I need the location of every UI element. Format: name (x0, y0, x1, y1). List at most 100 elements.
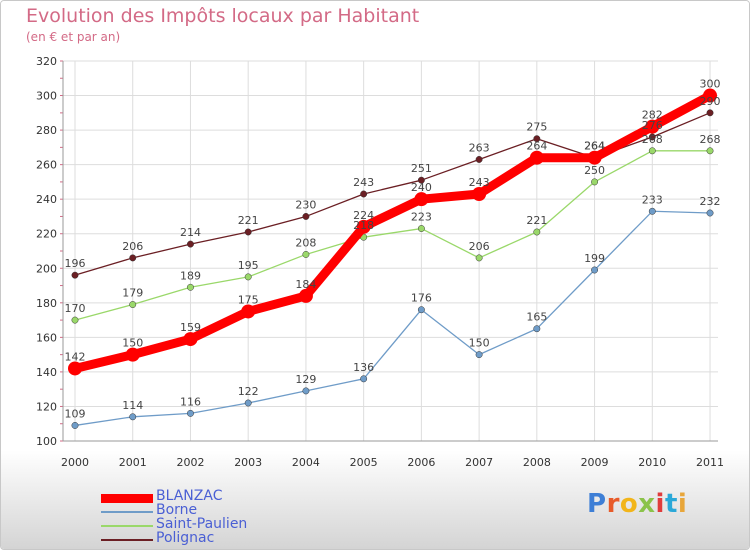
data-label: 195 (238, 259, 259, 272)
data-label: 199 (584, 252, 605, 265)
data-label: 233 (642, 193, 663, 206)
x-tick-label: 2004 (292, 456, 320, 469)
data-label: 184 (295, 278, 316, 291)
data-label: 264 (584, 140, 605, 153)
data-point (475, 156, 483, 163)
data-label: 282 (642, 109, 663, 122)
data-point (475, 351, 483, 359)
data-point (244, 273, 252, 281)
data-point (71, 316, 79, 324)
data-label: 159 (180, 321, 201, 334)
data-point (183, 332, 198, 347)
y-tick-label: 320 (36, 55, 57, 68)
data-point (529, 150, 544, 165)
data-label: 243 (469, 176, 490, 189)
y-tick-label: 180 (36, 297, 57, 310)
data-point (591, 178, 599, 186)
data-point (703, 88, 718, 103)
data-label: 230 (295, 198, 316, 211)
series-line-saint-paulien (74, 150, 711, 321)
y-tick-label: 300 (36, 90, 57, 103)
legend-swatch (101, 525, 153, 527)
data-label: 109 (65, 407, 86, 420)
data-label: 142 (65, 350, 86, 363)
data-point (360, 190, 368, 198)
data-label: 232 (700, 195, 721, 208)
data-point (187, 240, 194, 248)
x-tick-label: 2009 (581, 456, 609, 469)
data-point (68, 361, 82, 376)
logo-letter: r (606, 489, 620, 519)
data-point (71, 271, 79, 279)
data-label: 206 (469, 240, 490, 253)
data-label: 268 (700, 133, 721, 146)
data-point (356, 219, 371, 234)
data-label: 275 (526, 121, 547, 134)
data-point (533, 325, 541, 333)
x-tick-label: 2006 (407, 456, 435, 469)
data-point (302, 213, 310, 220)
logo-letter: x (638, 489, 656, 519)
data-point (71, 422, 79, 429)
x-tick-label: 2011 (696, 456, 724, 469)
legend-swatch (101, 493, 153, 503)
data-label: 196 (65, 257, 86, 270)
logo-letter: t (664, 489, 678, 519)
x-tick-label: 2001 (119, 456, 147, 469)
y-tick-label: 160 (36, 331, 57, 344)
data-label: 175 (238, 293, 259, 306)
data-label: 122 (238, 385, 259, 398)
data-label: 129 (295, 373, 316, 386)
legend-swatch (101, 539, 153, 541)
legend-label: Saint-Paulien (156, 516, 248, 532)
data-label: 223 (411, 211, 432, 224)
data-point (241, 304, 256, 319)
data-label: 251 (411, 162, 432, 175)
series-line-borne (74, 210, 711, 427)
x-tick-label: 2000 (61, 456, 89, 469)
y-tick-label: 240 (36, 193, 57, 206)
data-point (129, 301, 137, 308)
data-label: 264 (526, 140, 547, 153)
series-line-polignac (74, 112, 711, 276)
data-label: 114 (122, 399, 143, 412)
data-label: 240 (411, 181, 432, 194)
data-point (417, 306, 425, 314)
data-point (187, 409, 194, 417)
data-label: 179 (122, 287, 143, 300)
data-label: 264 (584, 140, 605, 153)
data-point (129, 254, 137, 262)
series-line-blanzac (70, 91, 715, 373)
x-tick-label: 2002 (176, 456, 204, 469)
data-label: 221 (526, 214, 547, 227)
data-label: 150 (122, 337, 143, 350)
data-label: 150 (469, 337, 490, 350)
x-tick-label: 2003 (234, 456, 262, 469)
data-point (129, 413, 137, 421)
data-label: 214 (180, 226, 201, 239)
legend-label: Borne (156, 502, 198, 518)
data-label: 208 (295, 236, 316, 249)
x-tick-label: 2005 (350, 456, 378, 469)
data-label: 218 (353, 219, 374, 232)
data-point (645, 119, 660, 134)
logo-letter: i (677, 489, 688, 519)
chart-title: Evolution des Impôts locaux par Habitant (26, 5, 420, 27)
legend-label: BLANZAC (156, 488, 223, 504)
data-point (360, 375, 368, 383)
data-label: 224 (353, 209, 374, 222)
y-tick-label: 100 (36, 435, 57, 448)
logo-letter: o (619, 489, 639, 519)
proxiti-logo: Proxiti (587, 489, 687, 519)
data-label: 165 (526, 311, 547, 324)
data-label: 206 (122, 240, 143, 253)
data-point (244, 399, 252, 407)
data-point (302, 251, 310, 258)
data-label: 276 (642, 119, 663, 132)
data-label: 136 (353, 361, 374, 374)
data-label: 300 (700, 78, 721, 91)
data-point (414, 192, 429, 207)
data-label: 263 (469, 141, 490, 154)
